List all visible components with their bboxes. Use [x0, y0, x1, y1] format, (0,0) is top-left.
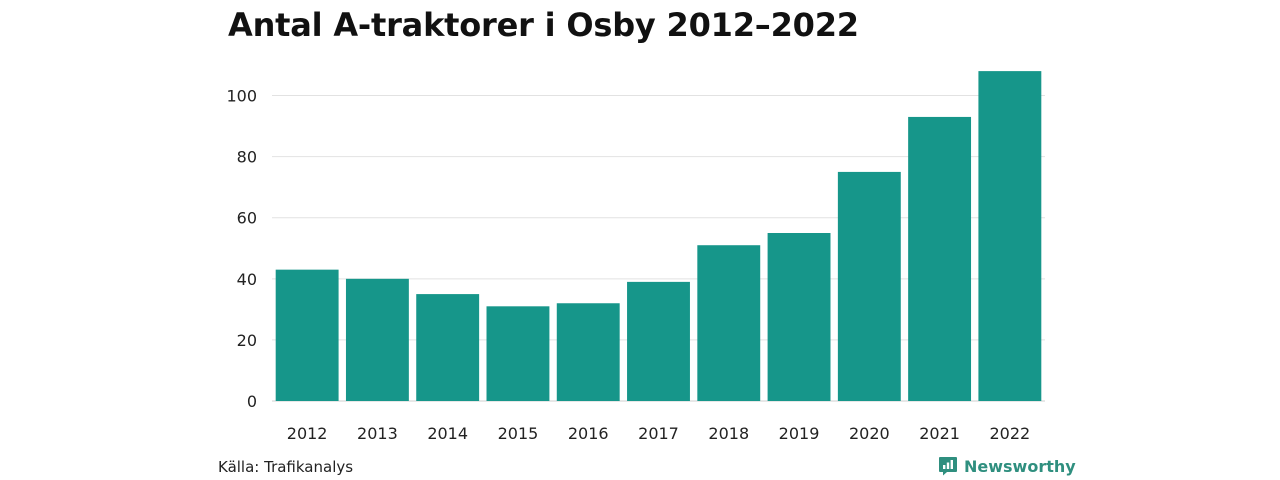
x-tick-label: 2015 [498, 424, 539, 443]
bar-2013 [345, 278, 409, 401]
source-note: Källa: Trafikanalys [218, 458, 354, 476]
bar-2012 [275, 269, 339, 401]
bar-2021 [908, 116, 972, 401]
bar-2017 [627, 281, 690, 401]
y-tick-label: 80 [237, 148, 257, 167]
x-tick-label: 2021 [919, 424, 960, 443]
x-axis-ticks: 2012 2013 2014 2015 2016 2017 2018 2019 2020 2021… [287, 424, 1030, 443]
x-tick-label: 2016 [568, 424, 609, 443]
bars [275, 71, 1042, 401]
chart-title: Antal A-traktorer i Osby 2012–2022 [228, 6, 859, 44]
x-tick-label: 2012 [287, 424, 328, 443]
bar-2015 [486, 306, 550, 401]
newsworthy-logo-icon [939, 457, 957, 476]
x-tick-label: 2013 [357, 424, 398, 443]
bar-2020 [837, 171, 901, 401]
x-tick-label: 2020 [849, 424, 890, 443]
bar-2022 [978, 71, 1042, 401]
brand-name: Newsworthy [964, 456, 1076, 476]
y-tick-label: 0 [247, 392, 257, 411]
x-tick-label: 2019 [779, 424, 820, 443]
bar-2014 [416, 294, 480, 401]
bar-2019 [767, 233, 831, 401]
y-tick-label: 100 [226, 87, 257, 106]
y-tick-label: 20 [237, 331, 257, 350]
brand-logo: Newsworthy [938, 456, 1076, 476]
x-tick-label: 2017 [638, 424, 679, 443]
bar-2018 [697, 245, 761, 401]
x-tick-label: 2014 [427, 424, 468, 443]
y-tick-label: 60 [237, 209, 257, 228]
y-axis-ticks: 0 20 40 60 80 100 [226, 87, 257, 411]
y-tick-label: 40 [237, 270, 257, 289]
bar-2016 [556, 303, 620, 401]
x-tick-label: 2022 [990, 424, 1031, 443]
x-tick-label: 2018 [708, 424, 749, 443]
